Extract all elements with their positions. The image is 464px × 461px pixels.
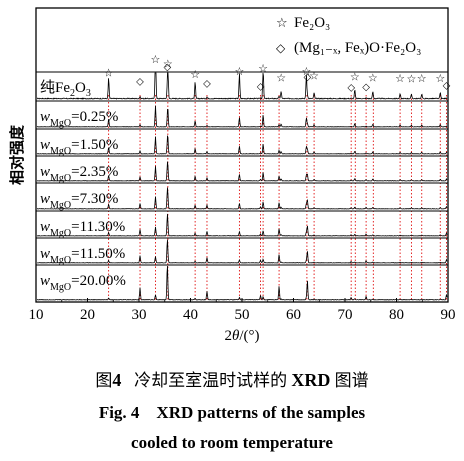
series-label: wMgO=1.50% (40, 137, 118, 157)
series-label: wMgO=11.50% (40, 246, 125, 266)
x-axis: 10 20 30 40 50 60 70 80 90 2θ/(°) 相对强度 (8, 124, 456, 344)
series-labels: 纯Fe2O3 wMgO=0.25% wMgO=1.50% wMgO=2.35% wMgO… (40, 79, 126, 293)
caption-english-line2: cooled to room temperature (131, 433, 333, 452)
spinel-marker: ◇ (347, 83, 355, 94)
x-tick-label: 10 (29, 307, 44, 323)
trace-line (37, 161, 448, 182)
series-label: 纯Fe2O3 (40, 79, 91, 99)
fe2o3-marker: ☆ (163, 58, 173, 71)
xrd-traces (36, 72, 448, 301)
plot-frame (35, 7, 449, 303)
caption-cn-text-b: 图谱 (334, 371, 369, 391)
trace-line (37, 239, 448, 264)
fe2o3-marker: ☆ (234, 65, 244, 78)
x-tick-label: 30 (132, 307, 147, 323)
spinel-marker: ◇ (443, 81, 451, 92)
fe2o3-marker: ☆ (435, 72, 445, 85)
x-axis-label: 2θ/(°) (224, 328, 259, 344)
x-tick-label: 40 (183, 307, 198, 323)
y-axis-label: 相对强度 (8, 124, 26, 185)
series-label: wMgO=2.35% (40, 164, 118, 184)
series-label: wMgO=0.25% (40, 109, 118, 129)
legend-spinel-label: (Mg₁₋ₓ, Feₓ)O·Fe₂O₃ (294, 40, 421, 56)
fe2o3-marker: ☆ (276, 71, 286, 84)
fe2o3-marker: ☆ (395, 72, 405, 85)
series-label: wMgO=11.30% (40, 219, 125, 239)
x-tick-label: 70 (338, 307, 353, 323)
fe2o3-marker: ☆ (190, 68, 200, 81)
series-label: wMgO=7.30% (40, 191, 118, 211)
trace-line (36, 213, 448, 237)
trace-line (37, 72, 448, 100)
legend-fe2o3-label: Fe₂O₃ (294, 15, 330, 31)
caption-english-line1: Fig. 4 XRD patterns of the samples (98, 403, 366, 422)
x-tick-label: 50 (235, 307, 250, 323)
spinel-marker: ◇ (203, 79, 211, 90)
caption-cn-fig: 图 (95, 371, 113, 391)
spinel-marker: ◇ (163, 62, 171, 73)
fe2o3-marker: ☆ (406, 72, 416, 85)
caption-chinese: 图4 冷却至室温时试样的 XRD 图谱 (0, 366, 464, 391)
x-tick-label: 60 (286, 307, 301, 323)
fe2o3-marker: ☆ (258, 62, 268, 75)
x-tick-label: 80 (389, 307, 404, 323)
legend-spinel-symbol: ◇ (276, 41, 286, 55)
caption-cn-xrd: XRD (291, 370, 331, 390)
spinel-marker: ◇ (136, 76, 144, 87)
fe2o3-marker: ☆ (151, 53, 161, 66)
fe2o3-marker: ☆ (417, 72, 427, 85)
legend-fe2o3-symbol: ☆ (276, 16, 288, 31)
legend: ☆ Fe₂O₃ ◇ (Mg₁₋ₓ, Feₓ)O·Fe₂O₃ (276, 15, 421, 56)
spinel-marker: ◇ (257, 81, 265, 92)
x-tick-label: 20 (80, 307, 95, 323)
fe2o3-marker: ☆ (350, 71, 360, 84)
fe2o3-marker: ☆ (309, 70, 319, 83)
caption-cn-number: 4 (112, 370, 122, 390)
caption-cn-text-a: 冷却至室温时试样的 (134, 371, 288, 391)
x-tick-label: 90 (441, 307, 456, 323)
spinel-marker: ◇ (304, 72, 312, 83)
trace-line (36, 135, 448, 155)
reference-lines (108, 95, 447, 302)
trace-line (36, 105, 448, 128)
spinel-marker: ◇ (362, 82, 370, 93)
trace-line (36, 187, 448, 210)
fe2o3-marker: ☆ (368, 71, 378, 84)
fe2o3-marker: ☆ (104, 66, 114, 79)
series-label: wMgO=20.00% (40, 273, 126, 293)
